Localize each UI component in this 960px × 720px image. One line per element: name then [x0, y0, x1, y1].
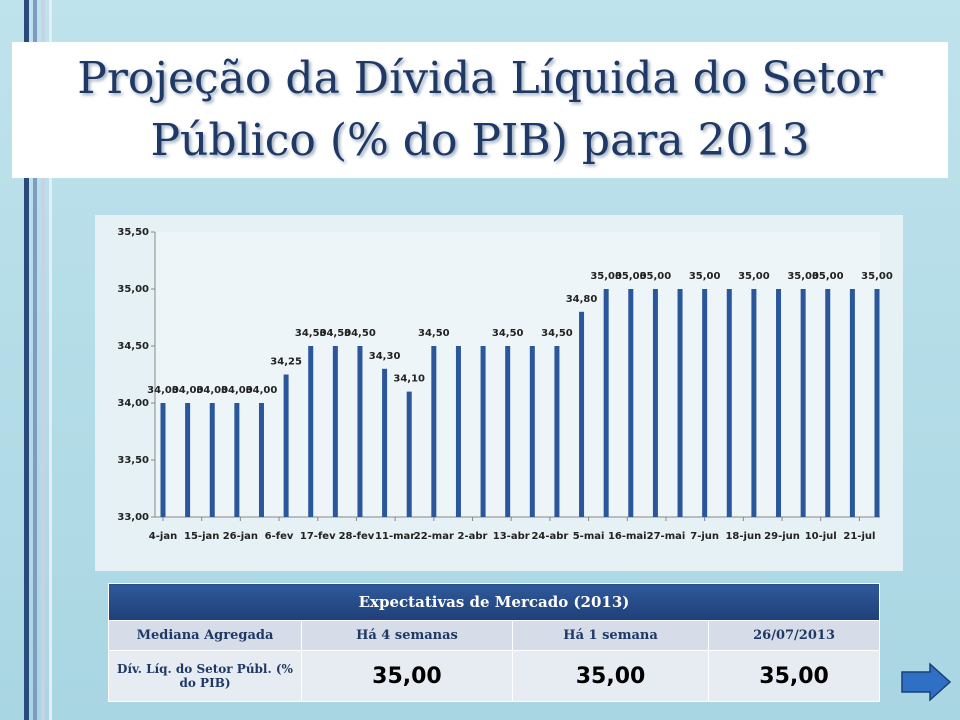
x-tick-label: 24-abr	[531, 531, 568, 542]
bar	[726, 289, 732, 517]
bar	[332, 346, 338, 517]
bar	[603, 289, 609, 517]
stripe	[49, 0, 52, 720]
data-label: 34,00	[246, 385, 278, 396]
stripe	[41, 0, 45, 720]
x-tick-label: 18-jun	[725, 531, 761, 542]
x-tick-label: 4-jan	[149, 531, 177, 542]
data-label: 35,00	[861, 271, 893, 282]
bar	[554, 346, 560, 517]
header-cell: Há 1 semana	[511, 620, 710, 651]
data-label: 34,00	[221, 385, 253, 396]
x-tick-label: 10-jul	[805, 531, 837, 542]
x-tick-label: 26-jan	[223, 531, 258, 542]
bar	[160, 403, 166, 517]
y-tick-label: 34,00	[117, 398, 149, 409]
y-tick-label: 35,00	[117, 284, 149, 295]
row-label: Dív. Líq. do Setor Públ. (% do PIB)	[108, 650, 302, 702]
bar	[308, 346, 314, 517]
x-tick-label: 13-abr	[493, 531, 530, 542]
bar	[825, 289, 831, 517]
cell: 35,00	[708, 650, 880, 702]
data-label: 34,00	[196, 385, 228, 396]
bar	[579, 311, 585, 517]
y-tick-label: 35,50	[117, 227, 149, 238]
data-label: 34,00	[172, 385, 204, 396]
expectations-table: Expectativas de Mercado (2013) Mediana A…	[108, 583, 880, 702]
data-label: 35,00	[738, 271, 770, 282]
bar	[529, 346, 535, 517]
bar	[234, 403, 240, 517]
header-cell: 26/07/2013	[708, 620, 880, 651]
bar	[406, 391, 412, 517]
bar	[628, 289, 634, 517]
x-tick-label: 28-fev	[339, 531, 375, 542]
bar	[283, 374, 289, 517]
data-label: 34,50	[418, 328, 450, 339]
y-tick-label: 33,00	[117, 512, 149, 523]
bar	[185, 403, 191, 517]
data-label: 34,80	[566, 294, 598, 305]
bar	[505, 346, 511, 517]
x-tick-label: 7-jun	[690, 531, 719, 542]
x-tick-label: 6-fev	[265, 531, 294, 542]
data-label: 35,00	[812, 271, 844, 282]
x-tick-label: 17-fev	[300, 531, 336, 542]
cell: 35,00	[301, 650, 513, 702]
bar	[357, 346, 363, 517]
data-label: 34,10	[393, 374, 425, 385]
x-tick-label: 15-jan	[184, 531, 219, 542]
bar	[874, 289, 880, 517]
data-label: 35,00	[640, 271, 672, 282]
bar	[455, 346, 461, 517]
bar	[776, 289, 782, 517]
data-label: 34,50	[320, 328, 352, 339]
table-caption: Expectativas de Mercado (2013)	[108, 583, 880, 621]
x-tick-label: 27-mai	[647, 531, 686, 542]
header-cell: Mediana Agregada	[108, 620, 302, 651]
data-label: 34,00	[147, 385, 179, 396]
data-label: 35,00	[590, 271, 622, 282]
bar	[702, 289, 708, 517]
x-tick-label: 5-mai	[573, 531, 605, 542]
next-arrow[interactable]	[900, 662, 952, 702]
data-label: 34,30	[369, 351, 401, 362]
bar	[480, 346, 486, 517]
y-tick-label: 33,50	[117, 455, 149, 466]
stripe	[24, 0, 29, 720]
bar	[677, 289, 683, 517]
bar	[751, 289, 757, 517]
x-tick-label: 22-mar	[414, 531, 454, 542]
header-cell: Há 4 semanas	[301, 620, 513, 651]
x-tick-label: 21-jul	[843, 531, 875, 542]
bar	[431, 346, 437, 517]
x-tick-label: 2-abr	[458, 531, 488, 542]
title-band	[12, 42, 948, 178]
data-label: 35,00	[615, 271, 647, 282]
y-tick-label: 34,50	[117, 341, 149, 352]
x-tick-label: 29-jun	[764, 531, 800, 542]
bar	[849, 289, 855, 517]
data-label: 34,25	[270, 357, 302, 368]
bar	[209, 403, 215, 517]
bar	[800, 289, 806, 517]
data-label: 34,50	[295, 328, 327, 339]
bar	[652, 289, 658, 517]
cell: 35,00	[511, 650, 710, 702]
bar	[258, 403, 264, 517]
slide-title: Projeção da Dívida Líquida do Setor Públ…	[77, 53, 883, 166]
data-label: 35,00	[787, 271, 819, 282]
stripe	[33, 0, 37, 720]
data-label: 34,50	[344, 328, 376, 339]
bar	[382, 368, 388, 517]
plot-area	[155, 232, 880, 517]
x-tick-label: 11-mar	[375, 531, 415, 542]
data-label: 34,50	[541, 328, 573, 339]
data-label: 35,00	[689, 271, 721, 282]
data-label: 34,50	[492, 328, 524, 339]
x-tick-label: 16-mai	[608, 531, 647, 542]
